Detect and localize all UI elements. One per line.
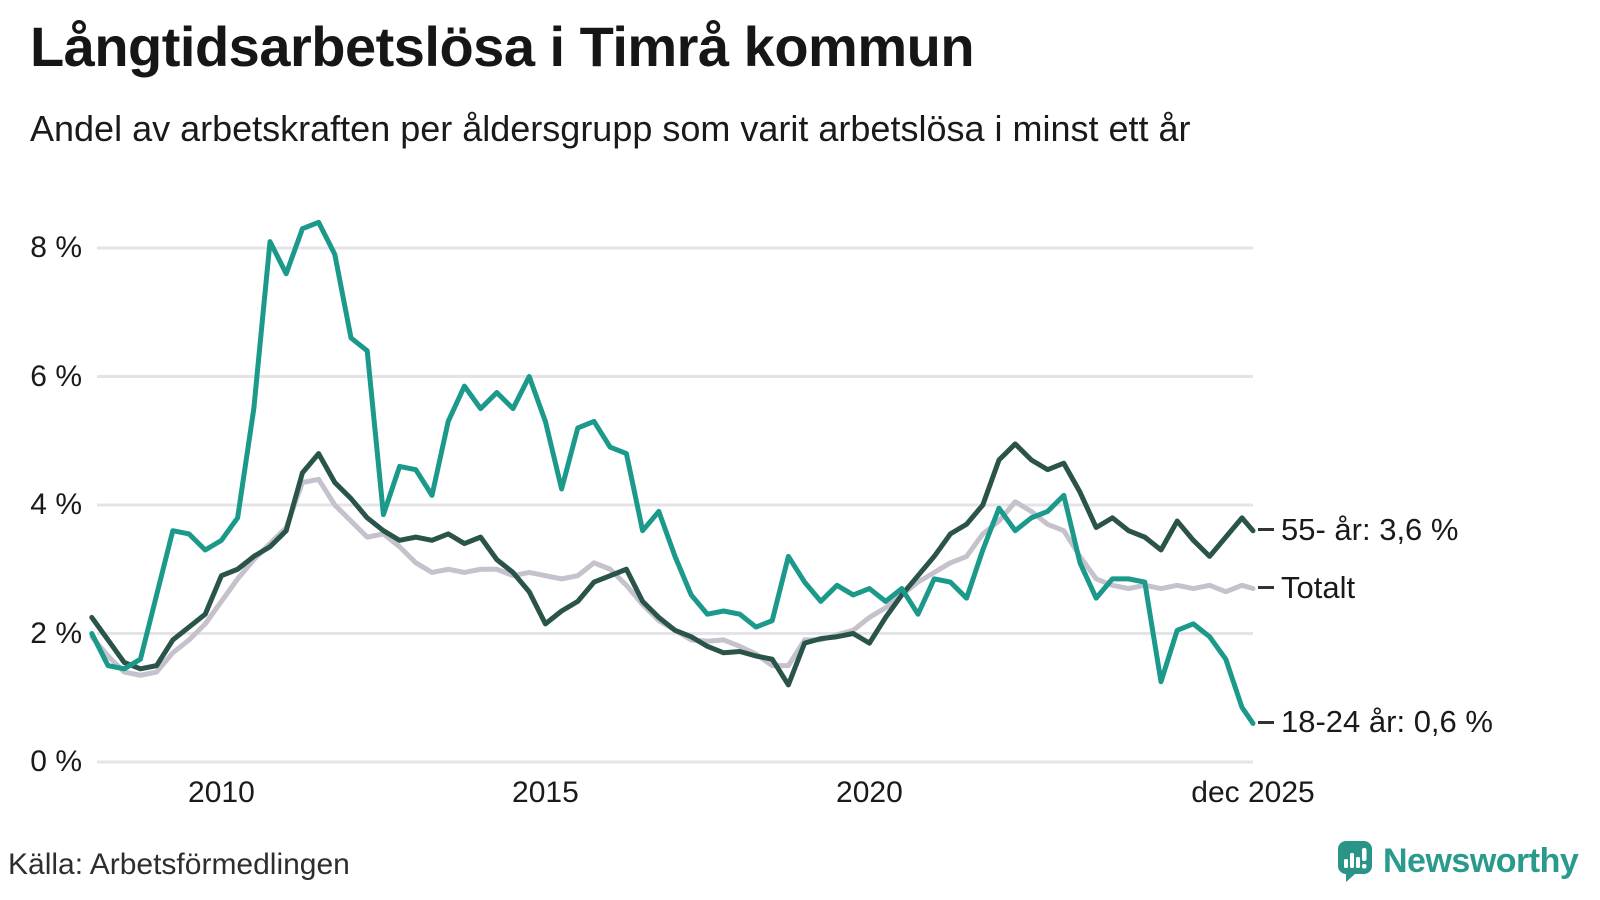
series-end-label: 55- år: 3,6 % <box>1258 510 1458 550</box>
source-note: Källa: Arbetsförmedlingen <box>8 848 350 881</box>
x-tick-label: 2020 <box>836 776 903 809</box>
y-tick-label: 0 % <box>30 745 82 778</box>
brand-logo: Newsworthy <box>1336 840 1579 882</box>
newsworthy-icon <box>1338 841 1372 882</box>
gridlines <box>97 246 1253 764</box>
x-tick-label: 2010 <box>188 776 255 809</box>
page-subtitle: Andel av arbetskraften per åldersgrupp s… <box>30 108 1191 149</box>
label-text: 55- år: 3,6 % <box>1281 511 1459 547</box>
label-text: 18-24 år: 0,6 % <box>1281 704 1493 740</box>
series-end-label: 18-24 år: 0,6 % <box>1258 702 1493 742</box>
x-tick-label: 2015 <box>512 776 579 809</box>
series-line-18-24-år <box>89 219 1256 726</box>
y-tick-label: 4 % <box>30 488 82 521</box>
page-title: Långtidsarbetslösa i Timrå kommun <box>30 15 975 78</box>
y-tick-label: 8 % <box>30 231 82 264</box>
series-end-label: Totalt <box>1258 568 1355 608</box>
label-connector-dash <box>1258 586 1274 590</box>
y-tick-label: 2 % <box>30 616 82 650</box>
brand-name: Newsworthy <box>1383 841 1579 880</box>
label-connector-dash <box>1258 720 1274 724</box>
label-connector-dash <box>1258 528 1274 532</box>
x-tick-label: dec 2025 <box>1191 776 1315 809</box>
series-line-totalt <box>89 476 1256 678</box>
series-line-55-år <box>89 441 1256 688</box>
series-lines <box>89 219 1256 726</box>
y-tick-label: 6 % <box>30 359 82 393</box>
label-text: Totalt <box>1281 569 1356 605</box>
